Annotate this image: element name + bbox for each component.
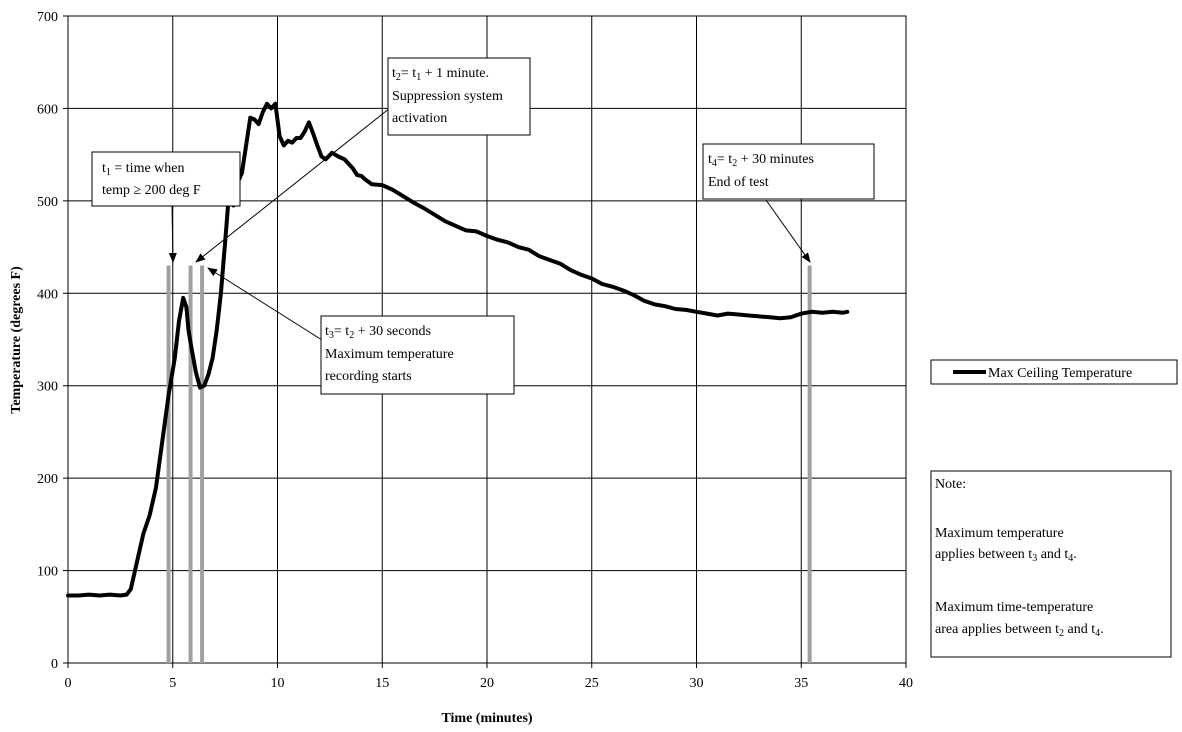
y-tick-label: 0 (51, 657, 58, 672)
svg-text:Suppression system: Suppression system (392, 89, 503, 104)
y-axis-title: Temperature (degrees F) (9, 266, 24, 414)
t1-arrow (168, 204, 177, 263)
y-tick-label: 500 (37, 195, 58, 210)
x-tick-label: 10 (271, 676, 285, 691)
y-tick-label: 200 (37, 472, 58, 487)
t4-arrow (765, 199, 811, 263)
x-tick-label: 35 (794, 676, 808, 691)
svg-text:t3= t2 + 30 seconds: t3= t2 + 30 seconds (325, 324, 431, 341)
x-tick-label: 0 (65, 676, 72, 691)
note-p1-line1: Maximum temperature (935, 526, 1064, 541)
x-tick-label: 25 (585, 676, 599, 691)
t3-arrow (207, 267, 323, 341)
svg-text:recording starts: recording starts (325, 369, 412, 384)
x-axis-title: Time (minutes) (441, 711, 532, 726)
svg-text:End of test: End of test (708, 175, 769, 190)
t1-annotation: t1 = time when temp ≥ 200 deg F (91, 151, 241, 207)
y-tick-label: 100 (37, 565, 58, 580)
y-tick-label: 400 (37, 287, 58, 302)
t4-annotation: t4= t2 + 30 minutes End of test (702, 143, 875, 200)
t2-annotation: t2= t1 + 1 minute. Suppression system ac… (387, 57, 531, 136)
legend: Max Ceiling Temperature (930, 359, 1178, 385)
x-tick-label: 5 (169, 676, 176, 691)
x-tick-label: 20 (480, 676, 494, 691)
note-title: Note: (935, 477, 966, 492)
svg-text:t1 = time when: t1 = time when (102, 161, 185, 178)
note-box: Note: Maximum temperature applies betwee… (930, 470, 1172, 658)
svg-text:t4= t2 + 30 minutes: t4= t2 + 30 minutes (708, 152, 814, 169)
svg-text:temp ≥ 200 deg F: temp ≥ 200 deg F (102, 183, 201, 198)
series-line-max-ceiling-temperature (66, 101, 850, 598)
x-tick-label: 30 (690, 676, 704, 691)
t2-arrow (195, 107, 391, 263)
svg-text:Maximum temperature: Maximum temperature (325, 347, 454, 362)
note-p1-line2: applies between t3 and t4. (935, 547, 1077, 564)
svg-text:activation: activation (392, 111, 447, 126)
x-tick-label: 15 (375, 676, 389, 691)
y-tick-label: 700 (37, 10, 58, 25)
x-tick-label: 40 (899, 676, 913, 691)
x-axis-ticks: 0 5 10 15 20 25 30 35 40 (65, 663, 913, 691)
note-p2-line2: area applies between t2 and t4. (935, 622, 1104, 639)
legend-label: Max Ceiling Temperature (988, 366, 1132, 381)
t3-annotation: t3= t2 + 30 seconds Maximum temperature … (320, 315, 515, 395)
y-axis-ticks: 0 100 200 300 400 500 600 700 (37, 10, 68, 672)
svg-text:t2= t1 + 1 minute.: t2= t1 + 1 minute. (392, 66, 489, 83)
note-p2-line1: Maximum time-temperature (935, 600, 1093, 615)
series-layer (66, 101, 850, 598)
y-tick-label: 600 (37, 102, 58, 117)
y-tick-label: 300 (37, 380, 58, 395)
